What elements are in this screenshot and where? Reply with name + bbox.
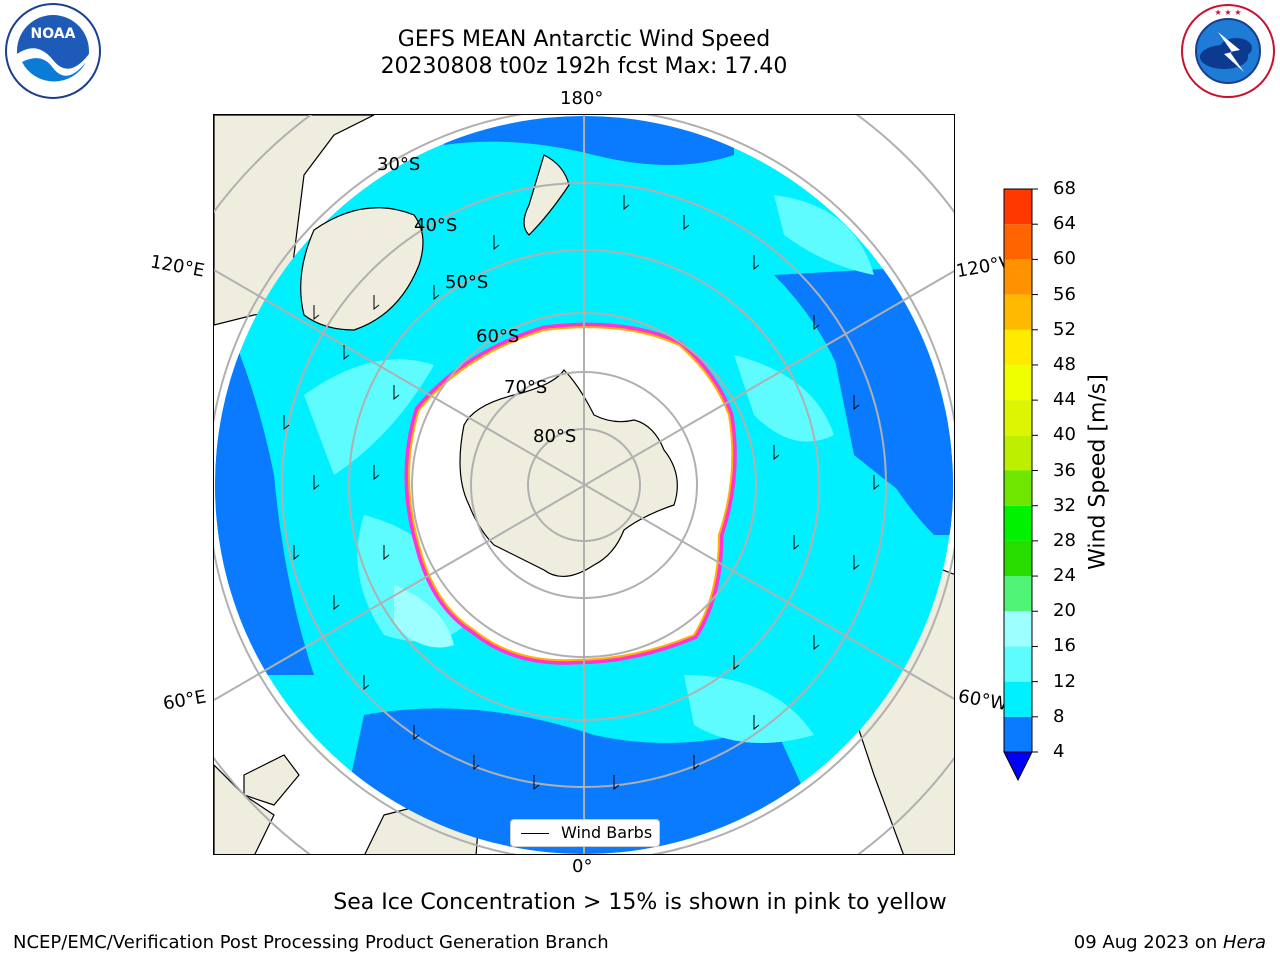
longitude-grid	[214, 115, 954, 854]
new-zealand-landmass	[523, 154, 570, 236]
colorbar-segment	[1004, 681, 1032, 717]
colorbar-segment	[1004, 435, 1032, 471]
colorbar-tick-label: 32	[1053, 494, 1076, 516]
colorbar-tick-label: 44	[1053, 389, 1076, 411]
colorbar-tick-label: 56	[1053, 283, 1076, 305]
wind-barb-legend: Wind Barbs	[510, 819, 660, 847]
lat-label-40s: 40°S	[414, 215, 457, 236]
lon-label-60e: 60°E	[161, 686, 208, 715]
lat-label-80s: 80°S	[533, 426, 576, 447]
nws-logo-icon: ★ ★ ★	[1181, 4, 1275, 98]
colorbar-extend-min	[1003, 751, 1033, 782]
legend-line-icon	[521, 833, 549, 834]
lat-label-70s: 70°S	[504, 377, 547, 398]
colorbar-tick-label: 16	[1053, 635, 1076, 657]
colorbar-tick-label: 8	[1053, 705, 1065, 727]
antarctic-wind-map: 30°S 40°S 50°S 60°S 70°S 80°S Wind Barbs	[213, 114, 955, 855]
colorbar-tick-label: 12	[1053, 670, 1076, 692]
colorbar-tick-label: 24	[1053, 565, 1076, 587]
noaa-logo-icon: NOAA	[5, 3, 101, 99]
colorbar-segment	[1004, 294, 1032, 330]
colorbar-segment	[1004, 716, 1032, 752]
colorbar-segment	[1004, 576, 1032, 612]
colorbar-segment	[1004, 259, 1032, 295]
sea-ice-caption: Sea Ice Concentration > 15% is shown in …	[333, 890, 947, 915]
colorbar-tick-label: 68	[1053, 178, 1076, 199]
colorbar-tick-label: 40	[1053, 424, 1076, 446]
chart-title: GEFS MEAN Antarctic Wind Speed	[397, 27, 771, 52]
australia-landmass	[300, 207, 424, 331]
colorbar-tick-label: 4	[1053, 741, 1065, 762]
lat-label-60s: 60°S	[476, 326, 519, 347]
lat-label-50s: 50°S	[445, 272, 488, 293]
colorbar-tick-label: 28	[1053, 529, 1076, 551]
legend-label: Wind Barbs	[561, 823, 653, 842]
colorbar-segment	[1004, 611, 1032, 647]
colorbar-tick-label: 60	[1053, 248, 1076, 270]
lon-label-180: 180°	[560, 88, 604, 109]
svg-text:★ ★ ★: ★ ★ ★	[1214, 8, 1241, 17]
colorbar-tick-label: 48	[1053, 353, 1076, 375]
colorbar-tick-label: 36	[1053, 459, 1076, 481]
footer-system: Hera	[1222, 932, 1266, 953]
colorbar-segment	[1004, 364, 1032, 401]
colorbar-segment	[1004, 224, 1032, 260]
colorbar-segment	[1004, 400, 1032, 436]
lat-label-30s: 30°S	[377, 154, 420, 175]
colorbar-tick-label: 64	[1053, 213, 1076, 235]
colorbar-tick-label: 52	[1053, 318, 1076, 340]
noaa-logo-text: NOAA	[31, 26, 76, 42]
colorbar-segment	[1004, 646, 1032, 682]
wind-speed-colorbar	[1003, 188, 1038, 782]
lon-label-0: 0°	[572, 856, 593, 877]
footer-organization: NCEP/EMC/Verification Post Processing Pr…	[13, 932, 609, 953]
colorbar-segment	[1004, 329, 1032, 365]
lon-label-120e: 120°E	[148, 251, 207, 282]
footer-date-text: 09 Aug 2023 on	[1073, 932, 1223, 953]
colorbar-title: Wind Speed [m/s]	[1085, 374, 1111, 570]
colorbar-tick-label: 20	[1053, 600, 1076, 622]
footer-date: 09 Aug 2023 on Hera	[1074, 932, 1266, 953]
colorbar-segment	[1004, 189, 1032, 225]
chart-subtitle: 20230808 t00z 192h fcst Max: 17.40	[380, 54, 788, 79]
wind-barbs	[283, 195, 880, 791]
colorbar-segment	[1004, 540, 1032, 577]
colorbar-segment	[1004, 470, 1032, 506]
colorbar-segment	[1004, 505, 1032, 541]
